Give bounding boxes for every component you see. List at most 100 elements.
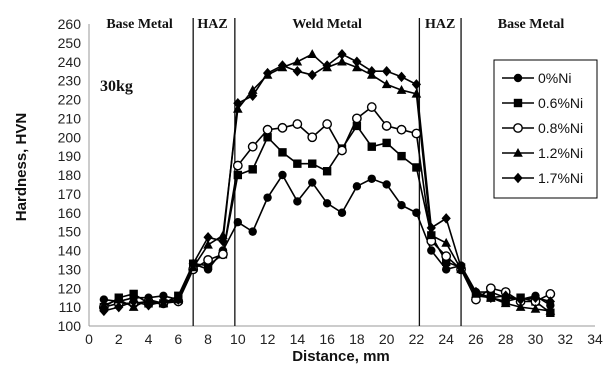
data-point (337, 145, 347, 156)
data-point (307, 49, 318, 58)
data-point (456, 262, 466, 273)
legend-item: 1.2%Ni (502, 145, 583, 161)
data-point (263, 133, 272, 142)
legend-label: 1.2%Ni (538, 145, 583, 161)
data-point (263, 193, 272, 202)
x-tick-label: 34 (587, 331, 603, 347)
x-tick-labels: 0 2 4 6 8 10 12 14 16 18 20 22 24 26 28 30 32 34 (85, 331, 603, 347)
x-tick-label: 2 (115, 331, 123, 347)
data-point (352, 182, 362, 191)
series-line (103, 53, 551, 312)
data-point (292, 119, 303, 129)
data-point (307, 69, 317, 81)
data-point (143, 294, 154, 304)
data-point (367, 142, 376, 151)
data-point (278, 148, 287, 157)
legend-label: 0.6%Ni (538, 95, 583, 111)
data-point (337, 208, 347, 217)
data-point (218, 235, 228, 247)
data-point (351, 113, 362, 124)
data-point (545, 296, 555, 307)
y-tick-label: 200 (58, 129, 82, 145)
legend-item: 0.8%Ni (502, 120, 583, 136)
series-line (103, 53, 551, 312)
x-tick-label: 24 (438, 331, 454, 347)
data-point (308, 159, 317, 168)
data-point (337, 56, 347, 66)
data-point (411, 79, 422, 90)
x-tick-label: 20 (379, 331, 395, 347)
data-point (277, 60, 288, 71)
data-point (513, 73, 523, 83)
data-point (337, 48, 347, 60)
y-tick-label: 110 (59, 299, 82, 315)
x-tick-label: 14 (290, 331, 306, 347)
data-point (233, 217, 243, 227)
y-tick-label: 260 (58, 16, 82, 32)
data-point (233, 170, 243, 180)
data-point (426, 222, 436, 234)
y-tick-label: 140 (58, 243, 82, 259)
data-point (515, 294, 526, 305)
y-tick-label: 180 (58, 167, 82, 183)
data-point (382, 138, 391, 148)
data-point (411, 88, 422, 98)
x-tick-label: 6 (174, 331, 182, 347)
plot-frame (88, 24, 595, 327)
data-point (396, 85, 407, 94)
data-point (486, 292, 496, 303)
y-tick-label: 120 (58, 280, 82, 296)
data-point (114, 301, 124, 313)
x-tick-label: 16 (319, 331, 335, 347)
x-tick-label: 10 (230, 331, 246, 347)
x-tick-label: 4 (145, 331, 153, 347)
data-point (412, 163, 421, 172)
data-point (293, 197, 302, 206)
zone-label: Weld Metal (292, 17, 362, 32)
legend-label: 0%Ni (538, 70, 571, 86)
data-point (203, 261, 213, 270)
y-tick-labels: 100 110 120 130 140 150 160 170 180 190 200 210 220 2… (58, 16, 82, 334)
data-point (113, 294, 124, 304)
data-point (471, 286, 481, 298)
x-tick-label: 18 (349, 331, 365, 347)
x-tick-label: 8 (204, 331, 212, 347)
zone-labels: Base Metal HAZ Weld Metal HAZ Base Metal (106, 17, 564, 32)
y-tick-label: 130 (58, 261, 82, 277)
y-tick-label: 240 (58, 54, 82, 70)
data-point (203, 255, 213, 265)
data-point (292, 56, 303, 66)
legend: 0%Ni 0.6%Ni 0.8%Ni 1.2%Ni 1.7%Ni (493, 59, 598, 199)
data-point (232, 160, 243, 171)
legend-item: 0.6%Ni (502, 95, 583, 111)
data-point (513, 123, 523, 133)
data-point (397, 201, 406, 210)
data-point (308, 178, 317, 187)
data-point (248, 227, 257, 236)
data-point (441, 257, 451, 267)
data-point (262, 124, 273, 135)
data-point (396, 124, 407, 135)
series-line (103, 173, 551, 306)
data-point (99, 295, 109, 304)
x-tick-label: 28 (498, 331, 514, 347)
y-tick-label: 170 (58, 186, 82, 202)
series-1-2-ni (99, 49, 556, 315)
x-tick-label: 22 (409, 331, 425, 347)
x-tick-label: 30 (528, 331, 544, 347)
data-point (513, 98, 523, 108)
legend-box (493, 59, 598, 199)
legend-item: 0%Ni (502, 70, 571, 86)
data-point (381, 79, 392, 89)
legend-label: 0.8%Ni (538, 120, 583, 136)
y-tick-label: 250 (58, 35, 82, 51)
data-point (293, 159, 302, 168)
legend-label: 1.7%Ni (538, 170, 583, 186)
zone-boundary-lines (192, 18, 462, 326)
y-tick-label: 210 (58, 110, 82, 126)
data-point (397, 151, 406, 161)
data-point (513, 172, 523, 184)
zone-label: Base Metal (498, 17, 565, 32)
data-point (382, 65, 392, 77)
